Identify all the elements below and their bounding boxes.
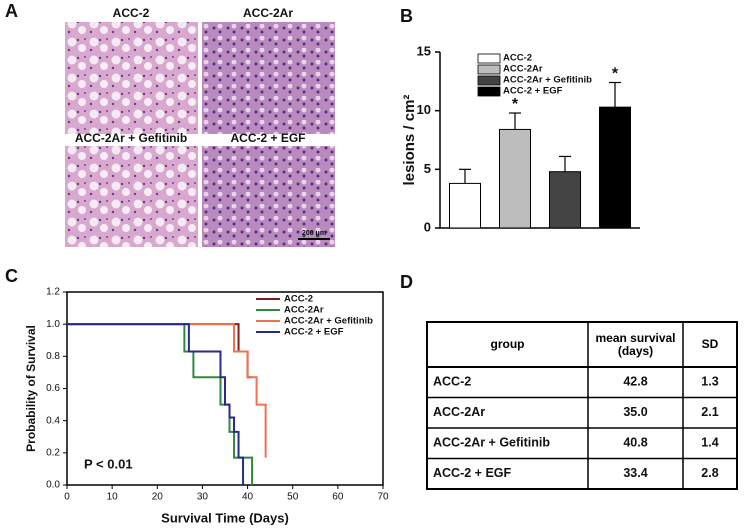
x-tick-label: 40 xyxy=(242,492,254,503)
legend-label: ACC-2 + EGF xyxy=(503,86,563,97)
micrograph-label: ACC-2 + EGF xyxy=(230,131,305,145)
bar xyxy=(549,171,581,229)
panel-label: D xyxy=(400,272,413,292)
y-axis-label: Probability of Survival xyxy=(24,325,38,452)
table-cell: 1.3 xyxy=(701,375,718,389)
header-text: mean survival (days) xyxy=(595,330,676,358)
panel-a: 200 μm ACC-2 ACC-2Ar ACC-2Ar + Gefitinib… xyxy=(65,6,335,247)
y-tick-label: 0.0 xyxy=(46,480,60,491)
y-tick-label: 0 xyxy=(424,219,431,234)
survival-curve xyxy=(67,323,254,485)
table-cell: 40.8 xyxy=(623,436,647,450)
micrograph xyxy=(202,22,335,134)
header-cell: SD xyxy=(701,337,719,351)
micrograph-label: ACC-2Ar + Gefitinib xyxy=(75,131,187,145)
y-tick-label: 15 xyxy=(417,43,431,58)
y-tick-label: 1.2 xyxy=(46,287,60,298)
survival-curve xyxy=(67,323,245,485)
legend-swatch xyxy=(477,53,501,64)
legend-swatch xyxy=(477,86,501,97)
header-text: SD xyxy=(701,337,719,351)
table-frame xyxy=(426,321,738,490)
micrograph xyxy=(202,146,335,247)
y-tick-label: 0.8 xyxy=(46,351,60,362)
table-cell: 35.0 xyxy=(623,405,647,419)
y-tick-label: 0.2 xyxy=(46,447,60,458)
micrograph xyxy=(65,146,198,247)
y-tick-label: 0.6 xyxy=(46,383,60,394)
panel-label: A xyxy=(5,1,18,21)
survival-curve xyxy=(67,323,253,379)
legend-label: ACC-2Ar xyxy=(284,305,324,316)
header-text: group xyxy=(490,337,525,351)
legend-swatch xyxy=(477,64,501,75)
significance-mark: * xyxy=(612,66,619,83)
y-tick-label: 1.0 xyxy=(46,319,60,330)
survival-table: group mean survival (days) SD ACC-2 42.8 1.3 A… xyxy=(426,321,738,490)
table-cell: ACC-2Ar + Gefitinib xyxy=(433,436,550,450)
bar xyxy=(449,182,481,229)
header-cell: group xyxy=(490,337,525,351)
panel-label: C xyxy=(5,266,18,286)
bar xyxy=(599,106,631,229)
legend-label: ACC-2 + EGF xyxy=(284,327,344,338)
table-cell: 1.4 xyxy=(701,436,718,450)
micrograph-label: ACC-2 xyxy=(113,6,150,20)
survival-curve xyxy=(67,323,267,458)
table-cell: ACC-2 xyxy=(433,375,471,389)
y-tick-label: 5 xyxy=(424,161,431,176)
x-tick-label: 50 xyxy=(287,492,299,503)
panel-label: B xyxy=(400,6,413,26)
micrograph-label: ACC-2Ar xyxy=(243,6,293,20)
legend-label: ACC-2Ar xyxy=(503,64,543,75)
legend-label: ACC-2Ar + Gefitinib xyxy=(284,316,373,327)
legend-label: ACC-2 xyxy=(284,294,313,305)
legend-swatch xyxy=(477,75,501,86)
micrograph xyxy=(65,22,198,134)
table-cell: 42.8 xyxy=(623,375,647,389)
y-tick-label: 0.4 xyxy=(46,415,60,426)
x-tick-label: 10 xyxy=(107,492,119,503)
y-tick-label: 10 xyxy=(417,102,431,117)
table-cell: 2.8 xyxy=(701,466,718,480)
table-cell: 33.4 xyxy=(623,466,647,480)
table-cell: ACC-2Ar xyxy=(433,405,485,419)
x-axis-label: Survival Time (Days) xyxy=(161,510,289,525)
x-tick-label: 20 xyxy=(152,492,164,503)
annotation: P < 0.01 xyxy=(84,456,133,471)
x-tick-label: 0 xyxy=(64,492,70,503)
y-axis-label: lesions / cm² xyxy=(401,95,418,186)
x-tick-label: 30 xyxy=(197,492,209,503)
scale-bar-label: 200 μm xyxy=(302,230,326,237)
significance-mark: * xyxy=(512,96,519,113)
legend-label: ACC-2Ar + Gefitinib xyxy=(503,75,592,86)
x-tick-label: 60 xyxy=(332,492,344,503)
x-tick-label: 70 xyxy=(377,492,389,503)
bar xyxy=(499,128,531,229)
header-cell: mean survival (days) xyxy=(595,330,676,358)
table-cell: ACC-2 + EGF xyxy=(433,466,512,480)
table-cell: 2.1 xyxy=(701,405,718,419)
legend-label: ACC-2 xyxy=(503,53,532,64)
